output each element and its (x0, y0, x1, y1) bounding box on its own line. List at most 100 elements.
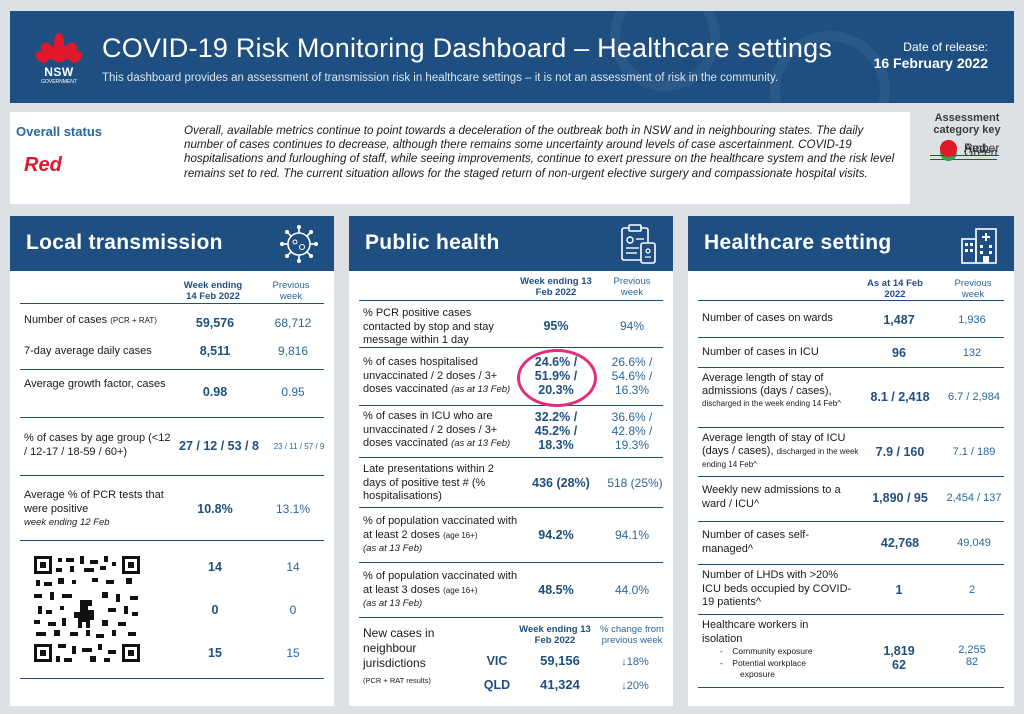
metric-label: Average % of PCR tests that were positiv… (24, 489, 164, 528)
logo-subtext: GOVERNMENT (41, 79, 77, 85)
metric-previous: 14 (286, 560, 300, 574)
metric-previous: 7.1 / 189 (952, 446, 996, 458)
overall-status-section: Overall status Red Overall, available me… (10, 112, 1014, 204)
red-dot-icon (940, 139, 957, 157)
metric-current: 8.1 / 2,418 (870, 390, 930, 404)
metric-row: % of cases in ICU who are unvaccinated /… (359, 406, 663, 458)
column-header-change: % change from previous week (600, 624, 664, 646)
neighbour-note: (PCR + RAT results) (363, 676, 431, 685)
panel-header: Public health (349, 216, 673, 271)
metric-label: Healthcare workers in isolation (702, 619, 809, 645)
metric-previous: 0.95 (281, 385, 305, 399)
metric-row: Average growth factor, cases 0.98 0.95 (20, 370, 324, 418)
metric-previous: 13.1% (275, 502, 311, 516)
column-header-current: Week ending 13 Feb 2022 (520, 276, 592, 298)
metric-current: 59,576 (195, 316, 235, 330)
metric-previous: 94% (619, 319, 645, 333)
metric-current: 1,819 62 (883, 644, 915, 672)
metric-label: Weekly new admissions to a ward / ICU^ (702, 484, 841, 510)
metric-sublabel: - Potential workplace exposure (720, 658, 806, 679)
state-change: ↓20% (621, 680, 649, 692)
state-change: ↓18% (621, 656, 649, 668)
metric-current: 1,890 / 95 (872, 491, 928, 505)
metric-row: Number of cases self-managed^ 42,768 49,… (698, 522, 1004, 565)
metric-row: % of population vaccinated with at least… (359, 508, 663, 563)
metric-previous: 68,712 (274, 316, 312, 330)
metric-previous: 2,454 / 137 (946, 492, 1002, 504)
metric-label: Average growth factor, cases (24, 378, 166, 390)
key-item-red: Red (930, 139, 987, 157)
metric-row: Average length of stay of ICU (days / ca… (698, 428, 1004, 477)
column-header-current: Week ending 14 Feb 2022 (183, 280, 243, 302)
column-header-previous: Previous week (954, 278, 992, 300)
metric-previous: 94.1% (614, 528, 650, 542)
state-label: QLD (483, 678, 511, 692)
metric-current: 436 (28%) (532, 476, 590, 490)
metric-current: 48.5% (538, 583, 574, 597)
status-summary: Overall, available metrics continue to p… (184, 124, 895, 180)
metric-label: Number of cases self-managed^ (702, 529, 809, 555)
metric-label: Number of cases (PCR + RAT) (24, 314, 157, 326)
metric-label: % of population vaccinated with at least… (363, 570, 518, 609)
metric-current: 7.9 / 160 (875, 445, 925, 459)
dashboard-header: NSW GOVERNMENT COVID-19 Risk Monitoring … (10, 11, 1014, 103)
metric-label: % PCR positive cases contacted by stop a… (363, 307, 494, 346)
metric-current: 1 (895, 583, 903, 597)
public-health-panel: Public health Week ending 13 Feb 2022 Pr… (349, 216, 673, 706)
metric-previous: 2,255 82 (958, 644, 986, 668)
metric-row: % of population vaccinated with at least… (359, 563, 663, 618)
nsw-logo: NSW GOVERNMENT (34, 33, 92, 93)
metric-label: Late presentations within 2 days of posi… (363, 463, 494, 502)
panel-header: Healthcare setting (688, 216, 1014, 271)
key-label: Red (964, 141, 987, 155)
metric-label: Number of LHDs with >20% ICU beds occupi… (702, 569, 852, 608)
metric-current: 32.2% /45.2% /18.3% (534, 410, 578, 452)
clipboard-phone-icon (621, 224, 656, 264)
metric-current: 95% (543, 319, 569, 333)
qr-code-icon[interactable] (32, 554, 142, 664)
highlight-circle (517, 349, 597, 407)
overall-status-label: Overall status (16, 124, 102, 139)
metric-previous: 44.0% (614, 583, 650, 597)
metric-label: Average length of stay of admissions (da… (702, 372, 841, 408)
hospital-icon (961, 228, 997, 264)
panel-header: Local transmission (10, 216, 334, 271)
release-label: Date of release: (903, 40, 988, 54)
overall-status-value: Red (24, 154, 62, 176)
page-subtitle: This dashboard provides an assessment of… (102, 72, 779, 84)
status-card: Overall status Red Overall, available me… (10, 112, 910, 204)
neighbour-label: New cases in neighbour jurisdictions (363, 626, 435, 670)
release-date: 16 February 2022 (873, 55, 988, 71)
decorative-virus-shape (770, 31, 890, 103)
metric-row: Number of cases in ICU 96 132 (698, 338, 1004, 368)
metric-current: 15 (208, 646, 222, 660)
metric-previous: 23 / 11 / 57 / 9 (273, 442, 325, 451)
state-cases: 59,156 (540, 653, 580, 668)
state-cases: 41,324 (540, 677, 580, 692)
metric-row: Number of LHDs with >20% ICU beds occupi… (698, 565, 1004, 615)
key-label: Amber (964, 141, 1000, 155)
metric-current: 0 (211, 603, 219, 617)
metric-previous: 132 (962, 347, 982, 359)
metric-current: 0.98 (202, 385, 228, 399)
column-header-current: Week ending 13 Feb 2022 (519, 624, 591, 646)
metric-row: % PCR positive cases contacted by stop a… (359, 300, 663, 348)
metric-previous: 2 (968, 584, 976, 596)
metric-label: % of cases by age group (<12 / 12-17 / 1… (24, 432, 171, 458)
metric-previous: 9,816 (277, 344, 309, 358)
panel-title: Healthcare setting (704, 231, 892, 254)
metric-current: 42,768 (880, 536, 920, 550)
panel-title: Public health (365, 231, 500, 254)
state-label: VIC (486, 654, 508, 668)
healthcare-setting-panel: Healthcare setting As at 14 Feb 2022 Pre… (688, 216, 1014, 706)
metric-row: 14 14 0 0 15 15 (20, 541, 324, 679)
metric-row: % of cases by age group (<12 / 12-17 / 1… (20, 418, 324, 476)
metric-previous: 1,936 (958, 314, 986, 326)
metric-label: 7-day average daily cases (24, 345, 152, 357)
metric-current: 94.2% (538, 528, 574, 542)
metric-previous: 6.7 / 2,984 (948, 391, 1000, 403)
column-header-previous: Previous week (272, 280, 310, 302)
metric-label: % of cases hospitalised unvaccinated / 2… (363, 356, 511, 395)
column-header-previous: Previous week (613, 276, 651, 298)
metric-label: Number of cases in ICU (702, 346, 819, 358)
